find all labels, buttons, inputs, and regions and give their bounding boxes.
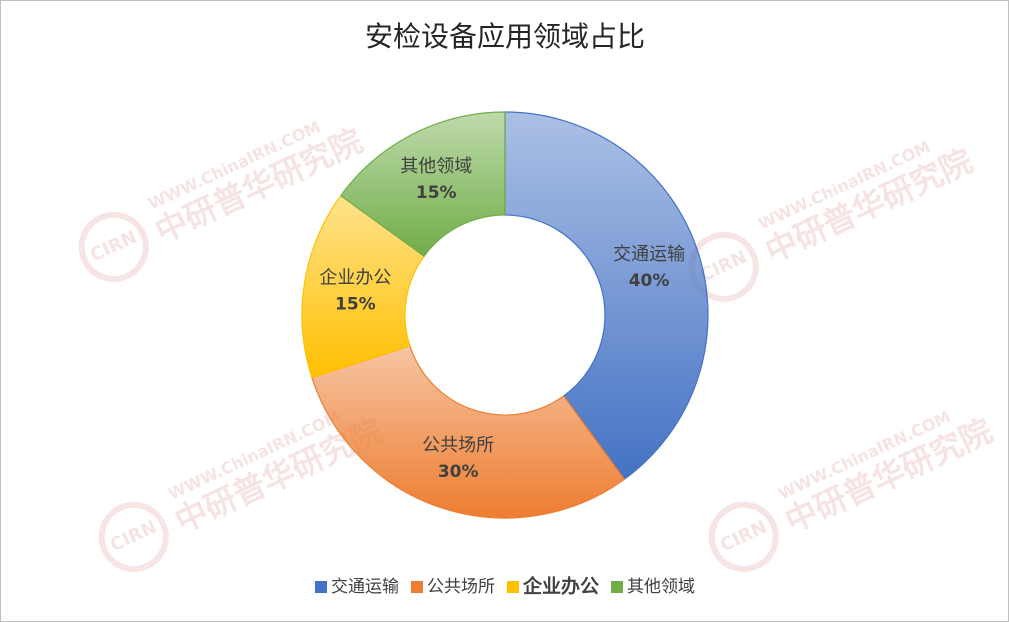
slice-value-label: 15% [416,183,457,203]
donut-slice [311,345,626,519]
legend-label: 公共场所 [427,577,495,597]
watermark-logo-ring [98,501,169,572]
legend-label: 交通运输 [331,577,399,597]
slice-category-label: 企业办公 [319,267,391,288]
slice-category-label: 其他领域 [400,156,472,177]
legend-marker [611,581,624,593]
chart-title: 安检设备应用领域占比 [365,20,645,53]
slice-category-label: 交通运输 [613,244,685,265]
legend-label: 企业办公 [522,575,599,598]
donut-slice [339,111,506,258]
legend-marker [506,581,519,593]
legend-label: 其他领域 [627,577,695,597]
watermark-logo-ring [708,501,779,572]
donut-slice [301,194,425,379]
slice-category-label: 公共场所 [422,435,494,456]
legend-marker [314,581,327,593]
donut-slice [504,111,709,481]
watermark-logo-ring [78,211,149,282]
legend-marker [410,581,423,593]
legend: 交通运输 公共场所 企业办公 其他领域 [314,575,695,598]
slice-value-label: 15% [335,294,376,314]
slice-value-label: 40% [629,271,670,291]
slice-value-label: 30% [438,462,479,482]
